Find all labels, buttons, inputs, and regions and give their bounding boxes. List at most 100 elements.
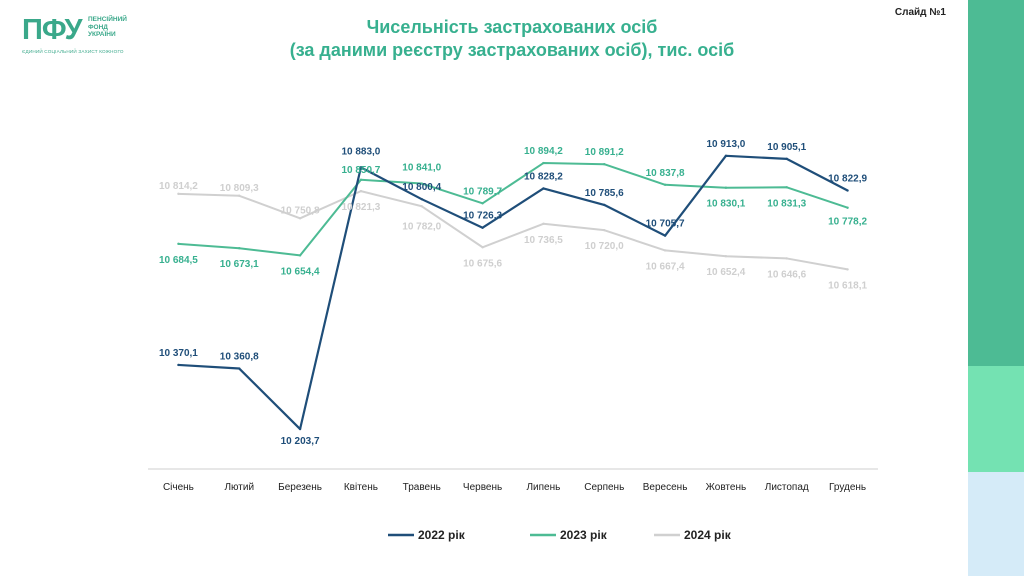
data-point [177,242,180,246]
data-point [785,157,788,161]
data-point [298,427,302,431]
data-label: 10 891,2 [585,147,624,158]
logo-mark: ПФУ [22,14,83,46]
slide-number: Слайд №1 [894,7,946,18]
data-label: 10 850,7 [341,165,380,176]
data-point [359,178,363,182]
data-point [724,154,728,158]
chart-title-line-2: (за даними реєстру застрахованих осіб), … [289,40,735,60]
logo-line-3: УКРАЇНИ [88,31,116,38]
data-point [420,205,423,208]
data-label: 10 736,5 [524,235,563,246]
data-point [359,189,363,193]
data-point [846,189,849,192]
x-tick-label: Квітень [344,482,378,493]
x-tick-label: Січень [163,482,194,493]
data-point [481,246,484,249]
data-point [846,268,849,271]
line-chart: Січень Лютий Березень Квітень Травень Червень… [148,139,878,542]
x-tick-label: Лютий [224,482,254,493]
legend-label: 2023 рік [560,528,608,542]
data-point [238,194,241,197]
data-label: 10 667,4 [646,261,685,272]
data-point [663,183,667,186]
data-label: 10 905,1 [767,142,806,153]
logo-line-1: ПЕНСІЙНИЙ [88,16,127,23]
data-label: 10 785,6 [585,188,624,199]
side-stripe-top [968,0,1024,366]
data-point [663,249,667,252]
data-label: 10 800,4 [402,182,441,193]
x-tick-label: Вересень [643,482,688,493]
data-point [542,161,545,165]
data-point [542,187,545,190]
series-line-2022 [178,154,849,431]
x-tick-label: Серпень [584,482,624,493]
series-line-2024 [178,190,848,271]
data-point [481,226,484,229]
data-label: 10 360,8 [220,352,259,363]
data-label: 10 618,1 [828,280,867,291]
logo-text: ПЕНСІЙНИЙ ФОНД УКРАЇНИ [88,16,127,39]
data-label: 10 646,6 [767,269,806,280]
data-label: 10 203,7 [281,436,320,447]
logo-line-2: ФОНД [88,23,108,31]
data-label: 10 726,3 [463,211,502,222]
data-point [420,197,423,201]
data-label: 10 370,1 [159,348,198,359]
data-point [238,247,241,250]
data-label: 10 750,8 [281,205,320,216]
data-label: 10 782,0 [402,221,441,232]
data-point [724,186,728,189]
data-label: 10 673,1 [220,259,259,270]
data-point [420,182,423,185]
data-point [603,203,606,207]
data-point [724,255,728,258]
data-point [846,206,849,209]
data-point [298,217,302,220]
chart-title: Чисельність застрахованих осіб (за даним… [0,16,1024,62]
data-label: 10 814,2 [159,181,198,192]
data-label: 10 809,3 [220,183,259,194]
data-label: 10 720,0 [585,241,624,252]
data-label: 10 841,0 [402,163,441,174]
data-point [603,163,606,166]
data-label: 10 778,2 [828,217,867,228]
x-tick-label: Червень [463,482,502,493]
data-point [785,186,788,189]
chart-title-line-1: Чисельність застрахованих осіб [366,17,658,37]
logo-tagline: ЄДИНИЙ СОЦІАЛЬНИЙ ЗАХИСТ КОЖНОГО [22,49,124,54]
data-point [542,222,545,226]
data-point [298,254,302,257]
x-tick-label: Березень [278,482,322,493]
data-label: 10 830,1 [706,199,745,210]
legend-label: 2022 рік [418,528,466,542]
data-label: 10 684,5 [159,255,198,266]
data-point [177,192,180,196]
data-point [663,234,667,237]
data-label: 10 894,2 [524,146,563,157]
data-point [785,257,788,260]
data-label: 10 831,3 [767,198,806,209]
x-tick-label: Липень [526,482,560,493]
data-label: 10 828,2 [524,171,563,182]
data-point [481,202,484,205]
data-label: 10 652,4 [706,267,745,278]
x-tick-label: Грудень [829,482,866,493]
legend-label: 2024 рік [684,528,732,542]
x-tick-label: Травень [403,482,441,493]
data-label: 10 822,9 [828,174,867,185]
series-line-2023 [178,162,848,257]
side-stripe-middle [968,366,1024,472]
data-point [359,166,363,169]
data-label: 10 837,8 [646,168,685,179]
data-point [603,228,606,232]
data-label: 10 821,3 [341,202,380,213]
data-point [238,367,241,370]
x-tick-label: Листопад [765,482,809,493]
data-label: 10 675,6 [463,258,502,269]
data-point [177,363,180,367]
x-tick-label: Жовтень [706,482,747,493]
side-stripe-bottom [968,472,1024,576]
data-label: 10 705,7 [646,219,685,230]
